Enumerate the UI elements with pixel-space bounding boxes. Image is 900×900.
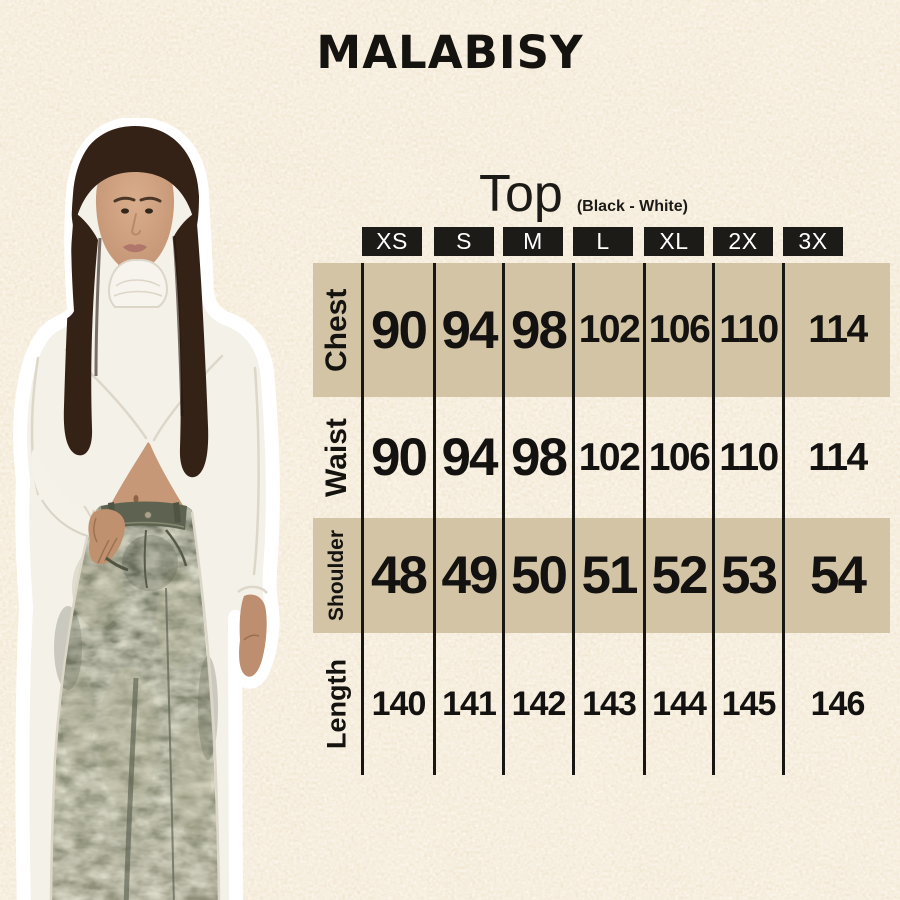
size-chart-section: Top (Black - White) XS S M L XL 2X 3X Ch… [313, 160, 890, 775]
row-label-waist: Waist [320, 418, 353, 497]
cell-waist-xl: 106 [643, 397, 712, 518]
cell-length-3x: 146 [782, 633, 890, 775]
cell-length-l: 143 [572, 633, 643, 775]
model-face [95, 152, 175, 272]
row-label-length: Length [321, 659, 352, 749]
model-navel [133, 495, 139, 503]
cell-shoulder-xs: 48 [361, 518, 433, 633]
size-tag-l: L [573, 227, 633, 256]
cell-waist-l: 102 [572, 397, 643, 518]
product-title: Top [479, 165, 563, 223]
model-hand-in-pocket [88, 509, 129, 572]
cell-waist-2x: 110 [712, 397, 782, 518]
model-collar [108, 258, 168, 308]
cell-chest-s: 94 [433, 263, 502, 397]
cell-chest-m: 98 [502, 263, 572, 397]
cell-waist-m: 98 [502, 397, 572, 518]
cell-length-xl: 144 [643, 633, 712, 775]
model-photo [8, 117, 293, 900]
cell-chest-xs: 90 [361, 263, 433, 397]
model-face-features [113, 196, 162, 253]
cell-length-s: 141 [433, 633, 502, 775]
cell-waist-xs: 90 [361, 397, 433, 518]
model-right-hand [237, 585, 268, 677]
cell-shoulder-2x: 53 [712, 518, 782, 633]
cell-waist-3x: 114 [782, 397, 890, 518]
header-spacer [313, 227, 361, 263]
model-illustration [13, 117, 280, 900]
jeans-button [144, 511, 152, 519]
cell-chest-2x: 110 [712, 263, 782, 397]
size-tag-xl: XL [644, 227, 704, 256]
cell-shoulder-s: 49 [433, 518, 502, 633]
size-chart-table: XS S M L XL 2X 3X Chest 90 94 98 102 106… [313, 227, 890, 775]
cell-length-2x: 145 [712, 633, 782, 775]
cell-length-m: 142 [502, 633, 572, 775]
product-subtitle: (Black - White) [576, 198, 688, 215]
model-jeans [52, 502, 218, 900]
size-tag-s: S [434, 227, 494, 256]
size-tag-3x: 3X [783, 227, 843, 256]
cell-shoulder-xl: 52 [643, 518, 712, 633]
cell-waist-s: 94 [433, 397, 502, 518]
size-tag-2x: 2X [713, 227, 773, 256]
cell-chest-xl: 106 [643, 263, 712, 397]
row-label-shoulder: Shoulder [313, 518, 361, 633]
cell-chest-3x: 114 [782, 263, 890, 397]
size-tag-xs: XS [362, 227, 422, 256]
cell-shoulder-3x: 54 [782, 518, 890, 633]
brand-title: MALABISY [316, 26, 584, 79]
model-midriff [109, 442, 186, 510]
cell-length-xs: 140 [361, 633, 433, 775]
cell-shoulder-l: 51 [572, 518, 643, 633]
row-label-chest: Chest [313, 263, 361, 397]
size-tag-m: M [503, 227, 563, 256]
cell-chest-l: 102 [572, 263, 643, 397]
chart-title: Top (Black - White) [313, 160, 890, 227]
cell-shoulder-m: 50 [502, 518, 572, 633]
